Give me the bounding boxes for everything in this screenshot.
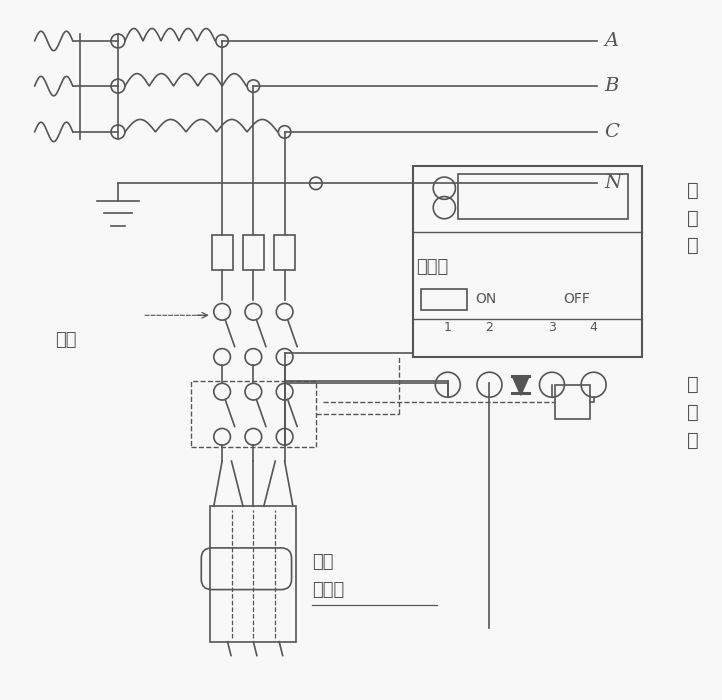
Text: 触: 触 <box>687 403 699 422</box>
Text: 1: 1 <box>444 321 452 335</box>
Text: 控: 控 <box>687 181 699 199</box>
Text: 熔断器: 熔断器 <box>417 258 449 276</box>
Bar <box>243 235 264 270</box>
Bar <box>458 174 628 219</box>
Bar <box>210 506 297 642</box>
Text: B: B <box>604 77 619 95</box>
Text: 器: 器 <box>687 430 699 450</box>
Text: N: N <box>604 174 621 193</box>
Text: C: C <box>604 123 619 141</box>
Text: 3: 3 <box>548 321 556 335</box>
Bar <box>555 385 590 419</box>
Bar <box>413 166 643 357</box>
Bar <box>274 235 295 270</box>
Text: OFF: OFF <box>563 293 590 307</box>
Text: 刀闸: 刀闸 <box>56 330 77 349</box>
Text: 4: 4 <box>590 321 598 335</box>
Text: 接: 接 <box>687 375 699 394</box>
Text: 盒: 盒 <box>687 237 699 256</box>
Bar <box>212 235 232 270</box>
Text: A: A <box>604 32 618 50</box>
Bar <box>191 382 316 447</box>
Bar <box>422 289 466 309</box>
Text: 至用户: 至用户 <box>313 580 344 598</box>
Text: 制: 制 <box>687 209 699 228</box>
Polygon shape <box>513 377 529 395</box>
Text: 控头: 控头 <box>313 553 334 570</box>
Text: 2: 2 <box>485 321 493 335</box>
Text: ON: ON <box>475 293 497 307</box>
